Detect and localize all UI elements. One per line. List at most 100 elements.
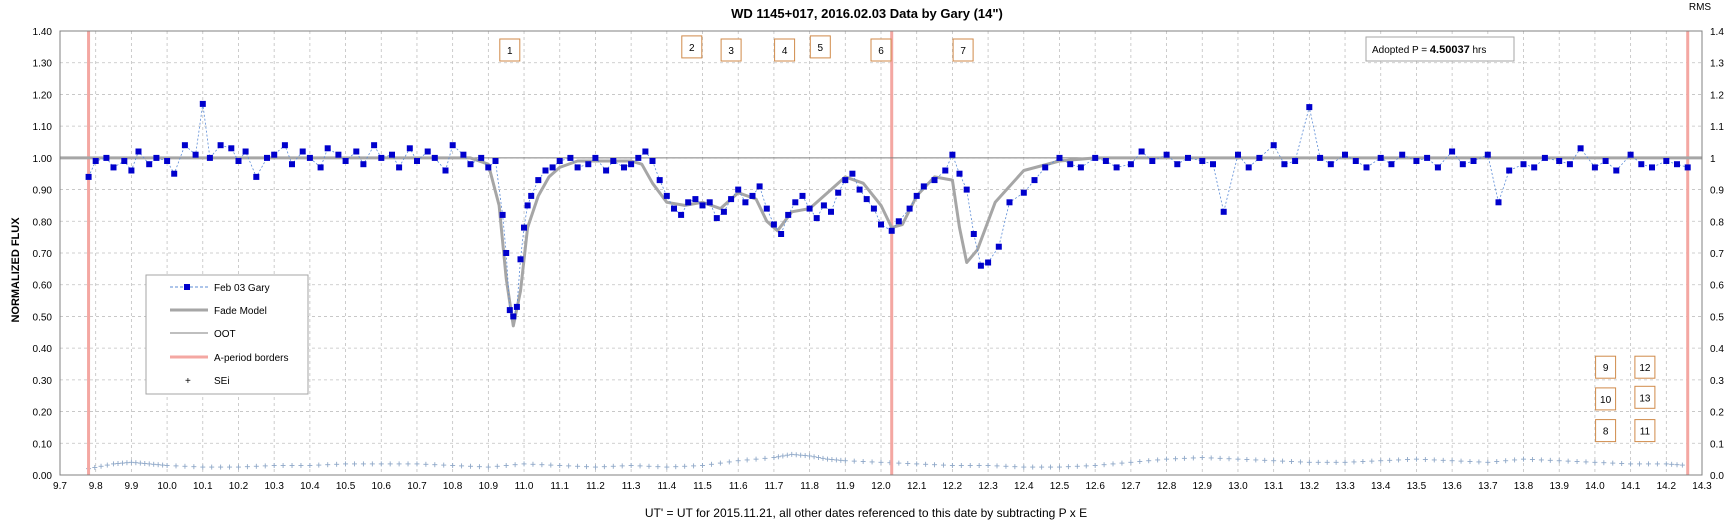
- sei-point: [1628, 461, 1634, 467]
- x-tick-label: 12.7: [1121, 481, 1141, 492]
- x-tick-label: 10.6: [372, 481, 392, 492]
- sei-point: [1280, 458, 1286, 464]
- flux-point: [206, 154, 213, 161]
- flux-point: [906, 205, 913, 212]
- flux-point: [842, 177, 849, 184]
- x-tick-label: 9.9: [124, 481, 138, 492]
- marker-box-frame: [1634, 385, 1656, 409]
- flux-point: [1566, 161, 1573, 168]
- sei-point: [115, 461, 121, 467]
- sei-point: [575, 463, 581, 469]
- sei-point: [1012, 464, 1018, 470]
- flux-point: [756, 183, 763, 190]
- marker-label: 8: [1603, 427, 1609, 438]
- sei-point: [530, 461, 536, 467]
- x-tick-label: 13.5: [1407, 481, 1427, 492]
- flux-point: [299, 148, 306, 155]
- flux-point: [985, 259, 992, 266]
- marker-label: 1: [507, 46, 513, 57]
- flux-point: [506, 307, 513, 314]
- sei-point: [1556, 458, 1562, 464]
- y2-tick-label: 0.3: [1710, 376, 1724, 387]
- flux-point: [649, 158, 656, 164]
- flux-point: [146, 161, 153, 168]
- x-tick-label: 14.2: [1657, 481, 1677, 492]
- flux-point: [324, 145, 331, 152]
- sei-point: [1669, 461, 1675, 467]
- y2-tick-label: 1.3: [1710, 59, 1724, 70]
- sei-point: [860, 459, 866, 465]
- flux-point: [1292, 158, 1299, 164]
- sei-point: [811, 454, 817, 460]
- marker-box: 2: [681, 35, 703, 59]
- flux-point: [706, 199, 713, 206]
- x-tick-label: 12.8: [1157, 481, 1177, 492]
- flux-point: [360, 161, 367, 168]
- flux-point: [963, 186, 970, 193]
- legend-sei-marker: +: [185, 376, 191, 387]
- sei-point: [200, 464, 206, 470]
- sei-point: [1592, 459, 1598, 465]
- sei-point: [1217, 455, 1223, 461]
- a-period-borders: [87, 31, 1690, 475]
- sei-point: [1521, 456, 1527, 462]
- flux-point: [663, 192, 670, 199]
- flux-point: [1684, 164, 1691, 171]
- sei-point: [744, 457, 750, 463]
- marker-box: 13: [1634, 385, 1656, 409]
- x-tick-label: 13.8: [1514, 481, 1534, 492]
- flux-point: [1377, 154, 1384, 161]
- sei-point: [119, 460, 125, 466]
- x-tick-label: 10.5: [336, 481, 356, 492]
- x-tick-label: 14.3: [1692, 481, 1712, 492]
- chart-title: WD 1145+017, 2016.02.03 Data by Gary (14…: [731, 6, 1003, 21]
- flux-point: [396, 164, 403, 171]
- sei-point: [1164, 456, 1170, 462]
- sei-point: [351, 461, 357, 467]
- flux-point: [510, 313, 517, 320]
- flux-point: [1388, 161, 1395, 168]
- flux-point: [103, 154, 110, 161]
- flux-point: [371, 142, 378, 149]
- sei-point: [387, 461, 393, 467]
- flux-point: [1174, 161, 1181, 168]
- sei-point: [601, 464, 607, 470]
- y2-tick-label: 0.2: [1710, 408, 1724, 419]
- marker-box-frame: [809, 35, 831, 59]
- sei-point: [521, 461, 527, 467]
- sei-point: [182, 463, 188, 469]
- sei-point: [1574, 459, 1580, 465]
- x-tick-label: 11.7: [765, 481, 784, 492]
- sei-point: [173, 463, 179, 469]
- flux-point: [1577, 145, 1584, 152]
- sei-point: [1074, 463, 1080, 469]
- sei-point: [691, 463, 697, 469]
- legend-item-feb03: Feb 03 Gary: [214, 283, 270, 294]
- flux-point: [849, 170, 856, 177]
- marker-box-frame: [1595, 419, 1617, 443]
- sei-point: [1137, 459, 1143, 465]
- flux-point: [742, 199, 749, 206]
- sei-point: [838, 457, 844, 463]
- sei-point: [1110, 461, 1116, 467]
- flux-point: [1506, 167, 1513, 174]
- marker-box-frame: [1634, 355, 1656, 379]
- flux-point: [424, 148, 431, 155]
- flux-point: [610, 158, 617, 164]
- flux-point: [528, 192, 535, 199]
- flux-point: [749, 192, 756, 199]
- sei-point: [1503, 458, 1509, 464]
- flux-point: [1327, 161, 1334, 168]
- x-tick-label: 12.5: [1050, 481, 1070, 492]
- flux-point: [888, 227, 895, 234]
- flux-point: [820, 202, 827, 209]
- x-tick-label: 11.9: [836, 481, 855, 492]
- sei-point: [503, 462, 509, 468]
- sei-point: [423, 461, 429, 467]
- x-tick-label: 13.6: [1442, 481, 1462, 492]
- flux-point: [574, 164, 581, 171]
- flux-point: [1342, 151, 1348, 158]
- flux-point: [342, 158, 349, 164]
- y-tick-label: 0.60: [33, 281, 53, 292]
- flux-point: [931, 177, 938, 184]
